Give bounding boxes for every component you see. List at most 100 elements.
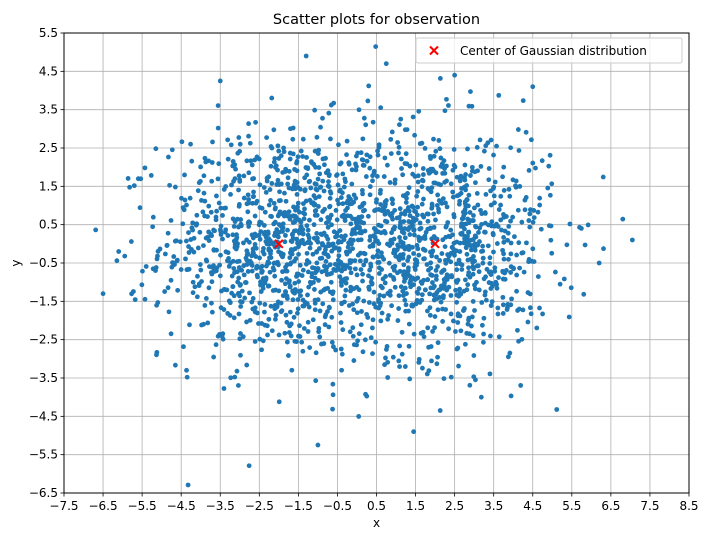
observation-point [383,201,388,207]
observation-point [375,152,381,158]
observation-point [519,250,525,256]
observation-point [257,236,263,242]
observation-point [242,295,248,301]
observation-point [325,285,331,291]
observation-point [508,145,514,151]
observation-point [266,316,272,322]
observation-point [283,289,288,294]
observation-point [522,207,528,213]
observation-point [131,183,137,189]
observation-point [437,408,443,413]
observation-point [287,255,293,261]
observation-point [184,374,190,380]
observation-point [338,346,344,352]
observation-point [537,195,543,201]
observation-point [343,287,349,293]
observation-point [329,339,335,345]
observation-point [267,187,273,192]
observation-point [340,171,346,177]
observation-point [411,331,417,337]
observation-point [329,248,335,254]
observation-point [505,354,511,360]
observation-point [315,176,321,182]
observation-point [545,185,551,191]
observation-point [342,218,348,224]
observation-point [411,251,416,256]
observation-point [454,299,460,305]
observation-point [426,267,431,273]
observation-point [465,282,471,288]
observation-point [284,294,290,299]
observation-point [321,188,327,194]
observation-point [246,197,252,202]
observation-point [392,180,398,186]
y-tick-label: 3.5 [39,103,58,117]
observation-point [268,198,273,203]
observation-point [237,177,243,183]
observation-point [470,333,476,339]
observation-point [439,251,445,256]
observation-point [300,267,306,273]
observation-point [190,220,196,226]
observation-point [272,206,278,212]
observation-point [430,280,435,285]
x-tick-label: −5.5 [128,499,157,513]
observation-point [244,237,250,243]
observation-point [325,254,331,260]
observation-point [291,314,297,320]
observation-point [282,239,288,245]
observation-point [469,257,475,263]
observation-point [489,299,495,305]
observation-point [439,161,445,167]
observation-point [271,221,277,227]
observation-point [521,269,527,275]
observation-point [154,302,160,308]
observation-point [419,184,425,190]
observation-point [168,277,174,283]
observation-point [209,279,215,285]
observation-point [585,222,591,228]
observation-point [292,338,298,344]
observation-point [420,166,426,171]
observation-point [233,166,238,172]
observation-point [396,257,402,263]
observation-point [215,333,221,339]
observation-point [444,96,449,102]
observation-point [319,255,325,261]
observation-point [294,271,300,277]
observation-point [321,341,327,346]
x-tick-label: −7.5 [49,499,78,513]
observation-point [313,350,319,356]
observation-point [379,310,385,316]
observation-point [483,297,489,303]
observation-point [429,253,435,259]
observation-point [530,246,536,252]
observation-point [425,325,431,331]
observation-point [315,239,321,245]
observation-point [355,237,361,243]
observation-point [385,162,390,168]
observation-point [629,237,635,243]
observation-point [330,381,336,387]
observation-point [468,89,473,95]
observation-point [336,201,342,207]
observation-point [526,167,532,173]
observation-point [396,214,402,220]
observation-point [244,158,250,164]
observation-point [190,279,196,285]
observation-point [326,179,331,185]
observation-point [208,209,214,215]
observation-point [312,208,318,214]
observation-point [479,249,484,254]
observation-point [392,224,398,230]
observation-point [528,137,534,143]
observation-point [296,230,302,236]
observation-point [324,220,329,226]
observation-point [391,247,397,253]
y-tick-label: −0.5 [29,256,58,270]
observation-point [326,173,332,179]
observation-point [530,84,536,90]
observation-point [415,212,420,218]
observation-point [313,181,319,187]
observation-point [246,133,251,139]
